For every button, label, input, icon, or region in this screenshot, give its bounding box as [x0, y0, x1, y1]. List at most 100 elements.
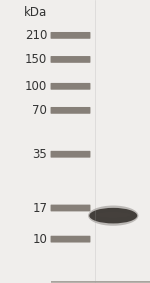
Bar	[51, 281, 150, 282]
Bar	[51, 281, 150, 282]
Bar	[51, 281, 150, 282]
Bar	[51, 282, 150, 283]
Bar	[51, 281, 150, 282]
Bar	[51, 282, 150, 283]
Bar	[51, 282, 150, 283]
Bar	[51, 281, 150, 282]
Bar	[51, 282, 150, 283]
Bar	[51, 282, 150, 283]
Bar	[51, 281, 150, 282]
Bar	[51, 282, 150, 283]
Bar	[51, 282, 150, 283]
Bar	[51, 281, 150, 282]
Bar	[51, 282, 150, 283]
Bar	[51, 282, 150, 283]
Bar	[51, 282, 150, 283]
Bar	[51, 282, 150, 283]
Bar	[51, 282, 150, 283]
Bar	[51, 281, 150, 282]
Bar	[51, 282, 150, 283]
Bar	[51, 282, 150, 283]
Bar	[51, 281, 150, 282]
Bar	[51, 281, 150, 282]
Bar	[51, 282, 150, 283]
Bar	[51, 281, 150, 282]
Bar	[51, 282, 150, 283]
Bar	[51, 282, 150, 283]
Bar	[51, 281, 150, 282]
Bar	[51, 282, 150, 283]
Bar	[51, 281, 150, 282]
Bar	[51, 281, 150, 282]
Bar	[51, 281, 150, 282]
Bar	[51, 282, 150, 283]
Bar	[51, 281, 150, 282]
Bar	[51, 281, 150, 282]
Text: kDa: kDa	[24, 6, 47, 19]
Bar	[51, 281, 150, 282]
Bar	[51, 282, 150, 283]
Bar	[51, 282, 150, 283]
Bar	[51, 281, 150, 282]
Bar	[51, 281, 150, 282]
Bar	[51, 282, 150, 283]
Bar	[51, 282, 150, 283]
Bar	[51, 281, 150, 282]
Bar	[51, 281, 150, 282]
Bar	[51, 282, 150, 283]
Bar	[51, 281, 150, 282]
Bar	[51, 282, 150, 283]
Bar	[51, 282, 150, 283]
Bar	[51, 282, 150, 283]
Bar	[51, 281, 150, 282]
Bar	[51, 281, 150, 282]
Bar	[51, 282, 150, 283]
Bar	[51, 281, 150, 282]
Bar	[51, 282, 150, 283]
Bar	[51, 282, 150, 283]
Bar	[51, 281, 150, 282]
Bar	[51, 281, 150, 282]
Bar	[51, 282, 150, 283]
Bar	[51, 282, 150, 283]
Text: 35: 35	[33, 148, 47, 161]
Bar	[51, 281, 150, 282]
Bar	[51, 282, 150, 283]
Bar	[51, 282, 150, 283]
Bar	[51, 281, 150, 282]
Bar	[51, 282, 150, 283]
Bar	[51, 282, 150, 283]
Bar	[51, 282, 150, 283]
Bar	[51, 281, 150, 282]
Bar	[51, 282, 150, 283]
Bar	[51, 282, 150, 283]
Bar	[51, 282, 150, 283]
Bar	[51, 282, 150, 283]
Bar	[51, 282, 150, 283]
Bar	[51, 282, 150, 283]
Bar	[51, 281, 150, 282]
Bar	[51, 281, 150, 282]
Bar	[51, 282, 150, 283]
Bar	[51, 281, 150, 282]
Bar	[51, 282, 150, 283]
Bar	[51, 281, 150, 282]
Bar	[51, 282, 150, 283]
Bar	[51, 281, 150, 282]
Bar	[51, 282, 150, 283]
Bar	[51, 281, 150, 282]
Bar	[51, 281, 150, 282]
Bar	[51, 282, 150, 283]
Bar	[51, 281, 150, 282]
Bar	[51, 281, 150, 282]
Bar	[51, 281, 150, 282]
Bar	[51, 282, 150, 283]
FancyBboxPatch shape	[51, 56, 90, 63]
Bar	[51, 282, 150, 283]
Bar	[51, 281, 150, 282]
Bar	[51, 282, 150, 283]
Bar	[51, 281, 150, 282]
Bar	[51, 282, 150, 283]
Bar	[51, 282, 150, 283]
Bar	[51, 282, 150, 283]
